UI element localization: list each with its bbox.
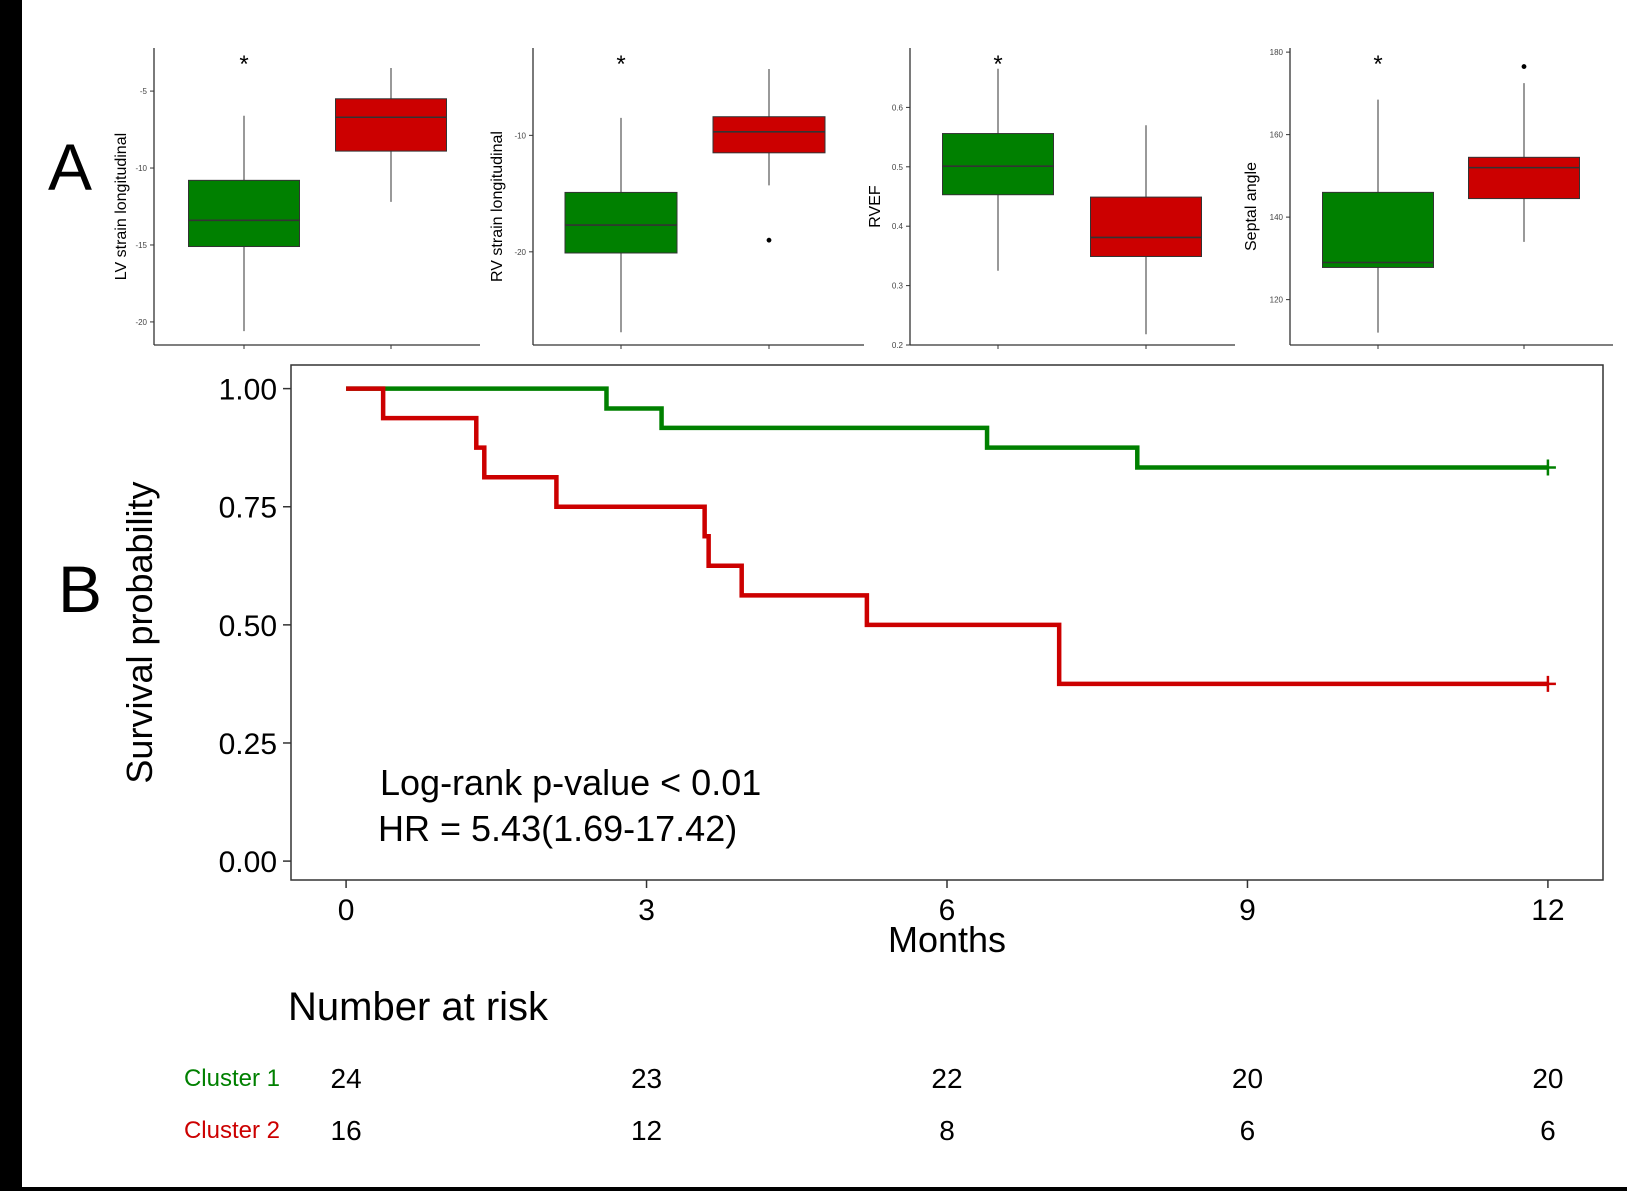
boxplot-y-tick-label: 140 <box>1270 213 1284 222</box>
box-iqr <box>188 179 300 248</box>
risk-table: Number at risk Cluster 1 24 23 22 20 20Cluste… <box>184 985 1564 1146</box>
risk-cell: 22 <box>931 1063 962 1094</box>
risk-cell: 16 <box>331 1115 362 1146</box>
boxplot-y-tick-label: -10 <box>514 131 526 140</box>
box-cluster-2 <box>1090 125 1202 335</box>
km-x-tick-label: 6 <box>939 894 956 927</box>
boxplot-1: -20 -15 -10 -5 LV strain longitudinal * <box>113 48 480 349</box>
risk-table-rows: Cluster 1 24 23 22 20 20 Cluster 2 16 12 8 6 6 <box>184 1063 1564 1146</box>
km-x-axis-label: Months <box>888 919 1006 960</box>
km-x-tick-label: 9 <box>1239 894 1256 927</box>
km-x-axis: 0 3 6 9 12 <box>338 880 1565 927</box>
km-logrank-annotation: Log-rank p-value < 0.01 <box>380 762 761 803</box>
km-y-tick-label: 0.25 <box>219 728 277 761</box>
box-cluster-2 <box>712 68 826 243</box>
risk-row-label-2: Cluster 2 <box>184 1117 280 1144</box>
box-iqr <box>335 98 447 152</box>
boxplot-y-axis-label: RV strain longitudinal <box>489 131 506 282</box>
boxplot-y-axis-label: Septal angle <box>1243 162 1260 251</box>
box-iqr <box>1322 191 1434 268</box>
box-iqr <box>564 191 678 254</box>
boxplot-y-tick-label: 160 <box>1270 131 1284 140</box>
km-curve-cluster-2 <box>346 386 1548 687</box>
box-cluster-1 <box>942 68 1054 271</box>
significance-star: * <box>1373 51 1382 78</box>
risk-cell: 20 <box>1232 1063 1263 1094</box>
boxplot-panels: -20 -15 -10 -5 LV strain longitudinal * -20 -10… <box>113 48 1613 350</box>
km-x-tick-label: 3 <box>638 894 655 927</box>
box-cluster-1 <box>188 115 300 332</box>
risk-cell: 23 <box>631 1063 662 1094</box>
risk-cell: 24 <box>331 1063 362 1094</box>
box-outlier <box>766 237 772 243</box>
significance-star: * <box>239 51 248 78</box>
boxplot-y-tick-label: -15 <box>135 241 147 250</box>
box-iqr <box>1090 196 1202 257</box>
panel-label-b: B <box>58 552 102 626</box>
boxplot-2: -20 -10 RV strain longitudinal * <box>489 48 864 349</box>
box-iqr <box>712 116 826 154</box>
risk-cell: 8 <box>939 1115 955 1146</box>
box-cluster-2 <box>1468 64 1580 242</box>
boxplot-y-axis-label: RVEF <box>867 185 884 228</box>
risk-table-title: Number at risk <box>288 985 549 1029</box>
km-plot: 0.00 0.25 0.50 0.75 1.00 0 3 6 9 12 Survival pro… <box>119 364 1604 960</box>
box-iqr <box>942 133 1054 196</box>
boxplot-y-tick-label: -20 <box>135 318 147 327</box>
km-hazard-ratio-annotation: HR = 5.43(1.69-17.42) <box>378 808 737 849</box>
box-cluster-2 <box>335 68 447 202</box>
km-y-tick-label: 0.50 <box>219 610 277 643</box>
boxplot-y-axis-label: LV strain longitudinal <box>113 133 130 280</box>
km-censor-mark <box>1539 459 1556 476</box>
km-y-tick-label: 1.00 <box>219 374 277 407</box>
boxplot-4: 120 140 160 180 Septal angle * <box>1243 48 1613 349</box>
km-y-axis: 0.00 0.25 0.50 0.75 1.00 <box>219 374 291 879</box>
boxplot-y-tick-label: 0.3 <box>892 282 904 291</box>
significance-star: * <box>993 51 1002 78</box>
risk-cell: 12 <box>631 1115 662 1146</box>
boxplot-y-tick-label: -20 <box>514 248 526 257</box>
boxplot-y-tick-label: 0.4 <box>892 222 904 231</box>
km-curves <box>346 386 1556 692</box>
significance-star: * <box>616 51 625 78</box>
box-cluster-1 <box>1322 99 1434 333</box>
box-cluster-1 <box>564 117 678 333</box>
km-y-axis-label: Survival probability <box>119 481 160 783</box>
risk-row-label-1: Cluster 1 <box>184 1065 280 1092</box>
boxplot-3: 0.2 0.3 0.4 0.5 0.6 RVEF * <box>867 48 1235 350</box>
risk-cell: 20 <box>1532 1063 1563 1094</box>
boxplot-y-tick-label: 0.2 <box>892 341 904 350</box>
box-iqr <box>1468 156 1580 200</box>
km-y-tick-label: 0.75 <box>219 492 277 525</box>
boxplot-y-tick-label: 120 <box>1270 296 1284 305</box>
panel-label-a: A <box>48 130 92 204</box>
km-x-tick-label: 12 <box>1531 894 1564 927</box>
km-censor-mark <box>1539 675 1556 692</box>
boxplot-y-tick-label: 0.6 <box>892 103 904 112</box>
box-outlier <box>1521 64 1527 69</box>
km-x-tick-label: 0 <box>338 894 355 927</box>
boxplot-y-tick-label: -5 <box>140 87 148 96</box>
risk-cell: 6 <box>1240 1115 1256 1146</box>
boxplot-y-tick-label: 0.5 <box>892 163 904 172</box>
km-y-tick-label: 0.00 <box>219 846 277 879</box>
km-curve-cluster-1 <box>346 386 1548 470</box>
boxplot-y-tick-label: -10 <box>135 164 147 173</box>
risk-cell: 6 <box>1540 1115 1556 1146</box>
boxplot-y-tick-label: 180 <box>1270 48 1284 57</box>
